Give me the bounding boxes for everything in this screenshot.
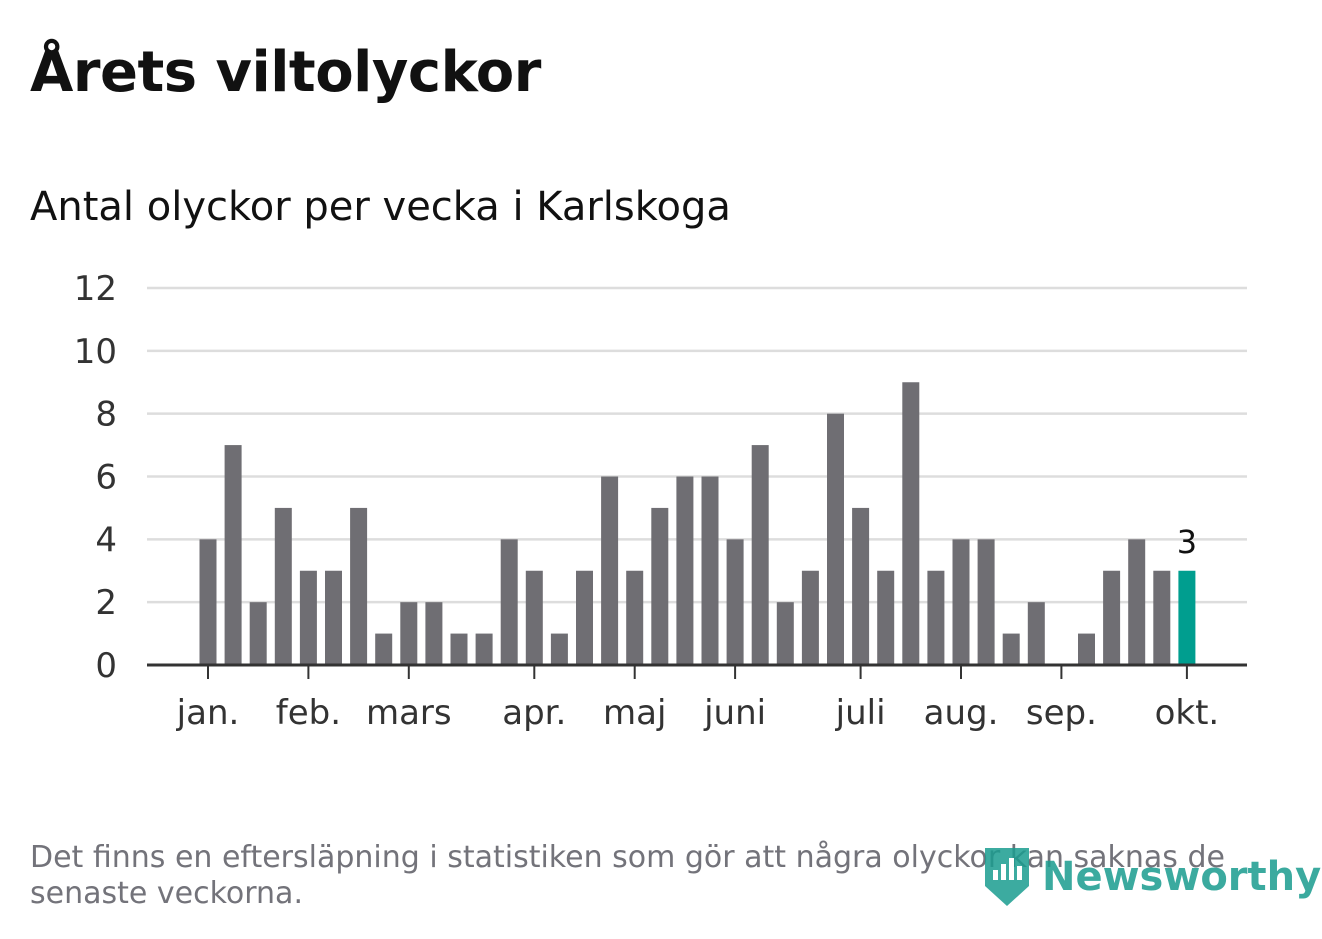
bar: [601, 476, 619, 665]
chart-title: Årets viltolyckor: [30, 40, 541, 105]
bar: [525, 570, 543, 665]
bar: [877, 570, 895, 665]
bar: [274, 507, 292, 665]
bar: [576, 570, 593, 665]
bar: [852, 507, 870, 665]
bar: [475, 633, 493, 665]
bar: [299, 570, 317, 665]
brand-name: Newsworthy: [1042, 854, 1322, 900]
x-tick-label: jan.: [176, 693, 240, 733]
bar: [550, 633, 568, 665]
bar: [1002, 633, 1020, 665]
bar: [224, 445, 242, 665]
x-tick-label: sep.: [1026, 693, 1097, 733]
x-tick-label: maj: [603, 693, 666, 733]
y-tick-label: 8: [95, 395, 117, 435]
bar: [375, 633, 393, 665]
bar: [801, 570, 819, 665]
x-tick-label: mars: [366, 693, 452, 733]
y-tick-label: 6: [95, 458, 117, 498]
chart-subtitle: Antal olyckor per vecka i Karlskoga: [30, 184, 731, 230]
bar: [651, 507, 669, 665]
bar-highlighted: [1178, 570, 1196, 665]
bar: [249, 602, 267, 665]
bar: [626, 570, 644, 665]
bar: [450, 633, 468, 665]
bar: [350, 507, 368, 665]
bar: [751, 445, 769, 665]
y-tick-label: 2: [95, 583, 117, 623]
bar: [927, 570, 945, 665]
x-tick-label: apr.: [502, 693, 566, 733]
bar: [325, 570, 342, 665]
bar-chart: 0 2 4 6 8 10 12 3 jan. feb. mars apr. maj juni juli aug…: [74, 269, 1247, 733]
bar: [701, 476, 719, 665]
x-tick-label: aug.: [924, 693, 999, 733]
bar: [676, 476, 694, 665]
bar: [902, 382, 920, 665]
y-tick-label: 12: [74, 269, 117, 309]
bar: [726, 539, 744, 665]
bar: [827, 413, 844, 665]
bar: [199, 539, 217, 665]
bar: [500, 539, 518, 665]
x-tick-label: okt.: [1155, 693, 1220, 733]
bar: [1078, 633, 1095, 665]
data-label: 3: [1177, 523, 1197, 561]
x-tick-label: juni: [703, 693, 766, 733]
bar: [1153, 570, 1171, 665]
bar: [400, 602, 418, 665]
y-tick-label: 4: [95, 520, 117, 560]
bar: [776, 602, 794, 665]
bar: [1128, 539, 1146, 665]
newsworthy-logo-icon: [985, 848, 1029, 906]
x-tick-label: juli: [835, 693, 886, 733]
y-tick-label: 10: [74, 332, 117, 372]
y-tick-label: 0: [95, 646, 117, 686]
bar: [977, 539, 995, 665]
bar: [1103, 570, 1121, 665]
bar: [425, 602, 443, 665]
brand-logo: Newsworthy: [982, 846, 1321, 908]
bar: [952, 539, 970, 665]
x-tick-label: feb.: [276, 693, 341, 733]
bar: [1027, 602, 1045, 665]
